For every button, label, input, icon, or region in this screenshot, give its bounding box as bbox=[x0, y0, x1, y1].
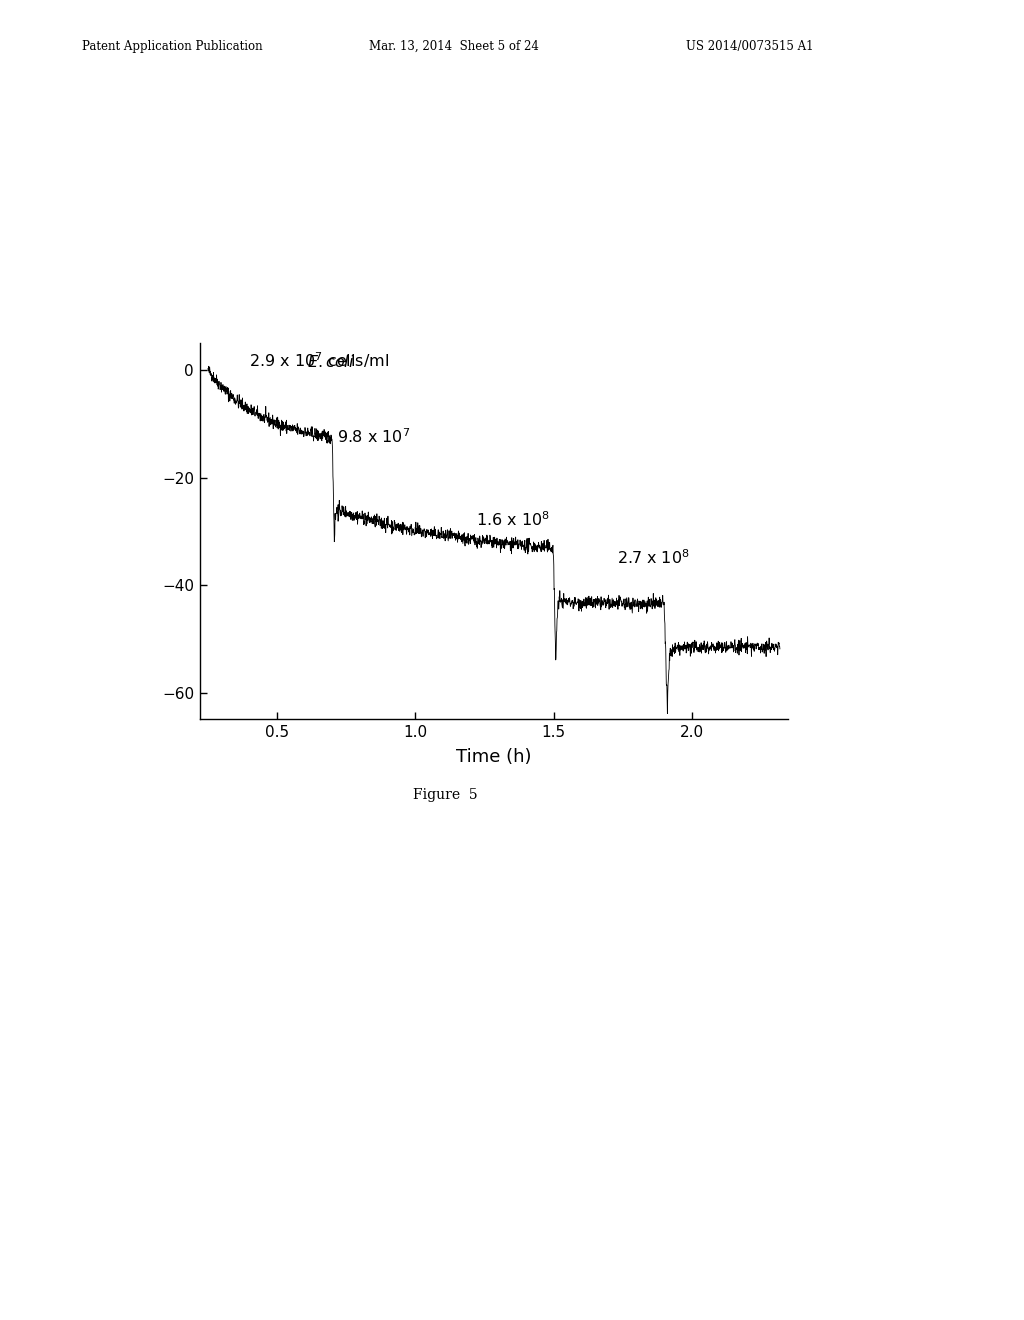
Text: 1.6 x 10$^8$: 1.6 x 10$^8$ bbox=[476, 511, 550, 529]
Text: $\it{E. coli}$: $\it{E. coli}$ bbox=[307, 354, 355, 371]
Text: 2.9 x 10$^7$ cells/ml: 2.9 x 10$^7$ cells/ml bbox=[250, 351, 391, 371]
Text: US 2014/0073515 A1: US 2014/0073515 A1 bbox=[686, 40, 814, 53]
Text: Figure  5: Figure 5 bbox=[413, 788, 478, 801]
Text: Patent Application Publication: Patent Application Publication bbox=[82, 40, 262, 53]
Text: 2.7 x 10$^8$: 2.7 x 10$^8$ bbox=[617, 548, 690, 566]
Text: 9.8 x 10$^7$: 9.8 x 10$^7$ bbox=[337, 426, 410, 446]
Text: Mar. 13, 2014  Sheet 5 of 24: Mar. 13, 2014 Sheet 5 of 24 bbox=[369, 40, 539, 53]
X-axis label: Time (h): Time (h) bbox=[457, 748, 531, 767]
